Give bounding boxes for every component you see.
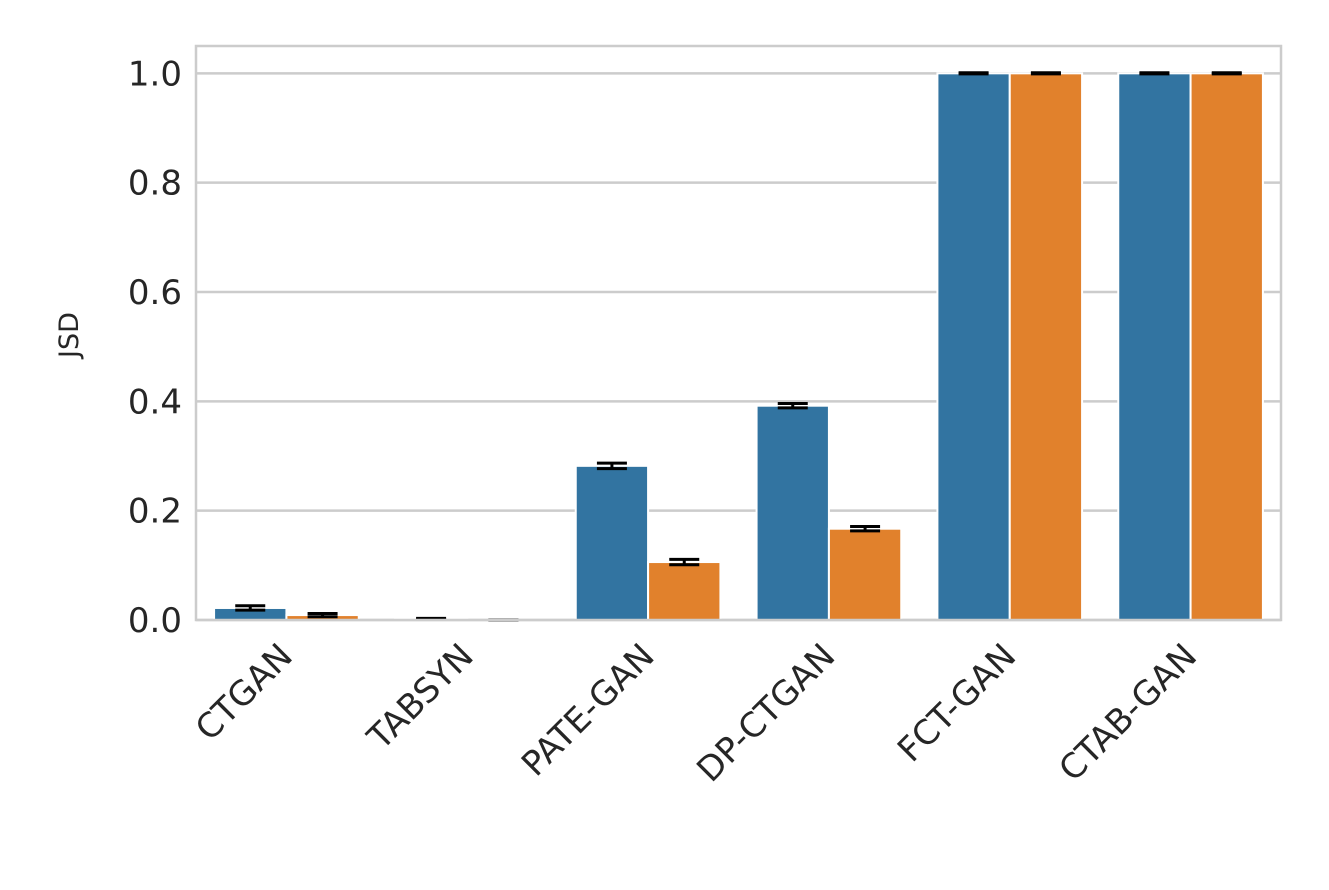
bar [1189, 72, 1264, 622]
error-bar [1139, 71, 1170, 76]
bar [827, 527, 903, 621]
error-bar [850, 525, 881, 533]
x-tick-label: DP-CTGAN [689, 636, 843, 790]
y-tick-label: 0.4 [128, 382, 182, 422]
y-tick-label: 0.6 [128, 273, 182, 313]
y-tick-label: 1.0 [128, 54, 182, 94]
error-bar [235, 604, 266, 612]
error-bar [777, 402, 808, 410]
y-tick-label: 0.8 [128, 164, 182, 204]
x-tick-label: PATE-GAN [514, 636, 662, 784]
bar [574, 464, 650, 621]
x-tick-label: FCT-GAN [890, 636, 1024, 770]
bar [1117, 72, 1192, 622]
bar [1008, 72, 1084, 622]
error-bar [1211, 71, 1242, 76]
x-tick-label: CTGAN [188, 636, 301, 749]
error-bar [307, 611, 338, 619]
bar [755, 404, 830, 621]
bar [936, 72, 1011, 622]
x-tick-label: CTAB-GAN [1051, 636, 1204, 789]
error-bar [669, 557, 700, 567]
y-tick-label: 0.0 [128, 601, 182, 641]
y-axis-label: JSD [54, 312, 85, 360]
plot-frame [194, 44, 1283, 622]
error-bar [958, 71, 989, 76]
error-bar [596, 461, 627, 471]
y-tick-label: 0.2 [128, 492, 182, 532]
bar [647, 561, 722, 622]
x-tick-label: TABSYN [359, 636, 481, 758]
error-bar [1030, 71, 1061, 76]
